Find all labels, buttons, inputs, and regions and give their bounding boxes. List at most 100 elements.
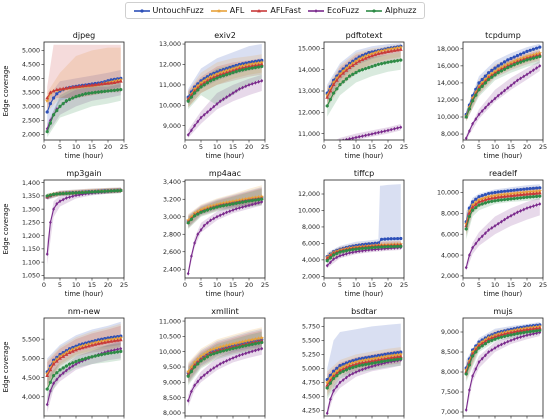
data-point xyxy=(354,249,358,254)
series-line xyxy=(46,348,121,405)
x-tick-label: 10 xyxy=(213,143,221,151)
data-point xyxy=(199,85,203,89)
data-point xyxy=(205,76,210,81)
data-point xyxy=(77,358,81,363)
data-point xyxy=(335,255,339,260)
y-tick-label: 9,000 xyxy=(441,329,459,336)
data-point xyxy=(338,371,342,375)
data-point xyxy=(116,88,120,92)
data-point xyxy=(399,236,403,241)
data-point xyxy=(45,373,50,378)
data-point xyxy=(103,189,107,194)
data-point xyxy=(45,96,50,100)
data-point xyxy=(480,234,484,239)
x-tick-label: 25 xyxy=(120,281,128,289)
data-point xyxy=(225,358,228,363)
data-point xyxy=(519,331,523,335)
x-tick-label: 5 xyxy=(199,281,203,289)
legend-label: AFL xyxy=(229,6,245,15)
data-point xyxy=(502,192,507,197)
data-point xyxy=(93,90,97,95)
data-point xyxy=(515,61,519,66)
data-point xyxy=(470,202,475,207)
data-point xyxy=(512,55,516,59)
data-point xyxy=(331,82,336,87)
data-point xyxy=(80,345,85,350)
data-point xyxy=(55,370,59,375)
data-point xyxy=(509,193,513,198)
y-tick-label: 7,500 xyxy=(441,389,459,396)
data-point xyxy=(115,338,120,342)
confidence-band xyxy=(327,52,401,117)
data-point xyxy=(354,70,358,75)
x-tick-label: 5 xyxy=(199,143,203,151)
data-point xyxy=(250,61,255,66)
data-point xyxy=(221,71,226,76)
data-point xyxy=(480,194,484,198)
data-point xyxy=(383,129,387,134)
data-point xyxy=(521,328,526,332)
confidence-band xyxy=(327,347,401,394)
data-point xyxy=(351,247,355,252)
data-point xyxy=(480,344,484,348)
data-point xyxy=(74,348,78,352)
data-point xyxy=(209,107,212,112)
data-point xyxy=(96,353,100,358)
y-tick-label: 5,000 xyxy=(302,366,320,373)
data-point xyxy=(348,366,352,371)
data-point xyxy=(224,343,229,348)
data-point xyxy=(328,375,333,381)
data-point xyxy=(473,200,478,205)
data-point xyxy=(509,338,513,343)
data-point xyxy=(500,91,503,96)
data-point xyxy=(52,381,55,386)
x-axis-label: time (hour) xyxy=(65,290,104,298)
data-point xyxy=(515,331,519,336)
data-point xyxy=(532,68,535,73)
data-point xyxy=(257,65,261,69)
data-point xyxy=(58,373,62,378)
data-point xyxy=(512,332,516,337)
data-point xyxy=(480,198,485,203)
data-point xyxy=(354,364,358,369)
data-point xyxy=(347,65,352,69)
data-point xyxy=(89,341,95,346)
data-point xyxy=(484,105,487,110)
data-point xyxy=(385,47,391,52)
subplot-title: tcpdump xyxy=(485,31,521,40)
data-point xyxy=(528,205,532,210)
data-point xyxy=(351,371,355,376)
data-point xyxy=(45,98,50,103)
data-point xyxy=(241,352,244,357)
data-point xyxy=(464,115,468,119)
data-point xyxy=(360,360,365,365)
confidence-band xyxy=(327,245,401,269)
y-tick-label: 3,500 xyxy=(22,90,40,97)
data-point xyxy=(464,367,469,372)
x-tick-label: 20 xyxy=(245,143,253,151)
legend-swatch xyxy=(251,8,268,12)
data-point xyxy=(345,251,348,256)
x-tick-label: 0 xyxy=(461,143,465,151)
data-point xyxy=(103,89,107,94)
confidence-band xyxy=(466,197,540,271)
data-point xyxy=(199,115,203,120)
data-point xyxy=(225,95,228,100)
data-point xyxy=(71,364,75,368)
data-point xyxy=(383,237,387,241)
data-point xyxy=(503,334,507,339)
data-point xyxy=(350,363,355,367)
subplot-title: nm-new xyxy=(68,307,101,316)
y-tick-label: 2,000 xyxy=(302,274,320,281)
confidence-band xyxy=(188,60,262,110)
data-point xyxy=(499,69,503,73)
legend-swatch xyxy=(308,8,325,13)
legend-item: Alphuzz xyxy=(366,6,416,15)
data-point xyxy=(487,191,491,196)
data-point xyxy=(202,351,207,357)
subplot-title: xmllint xyxy=(211,307,238,316)
y-tick-label: 18,000 xyxy=(437,46,459,53)
y-tick-label: 3,200 xyxy=(163,196,181,203)
data-point xyxy=(55,192,59,196)
data-point xyxy=(70,349,75,353)
